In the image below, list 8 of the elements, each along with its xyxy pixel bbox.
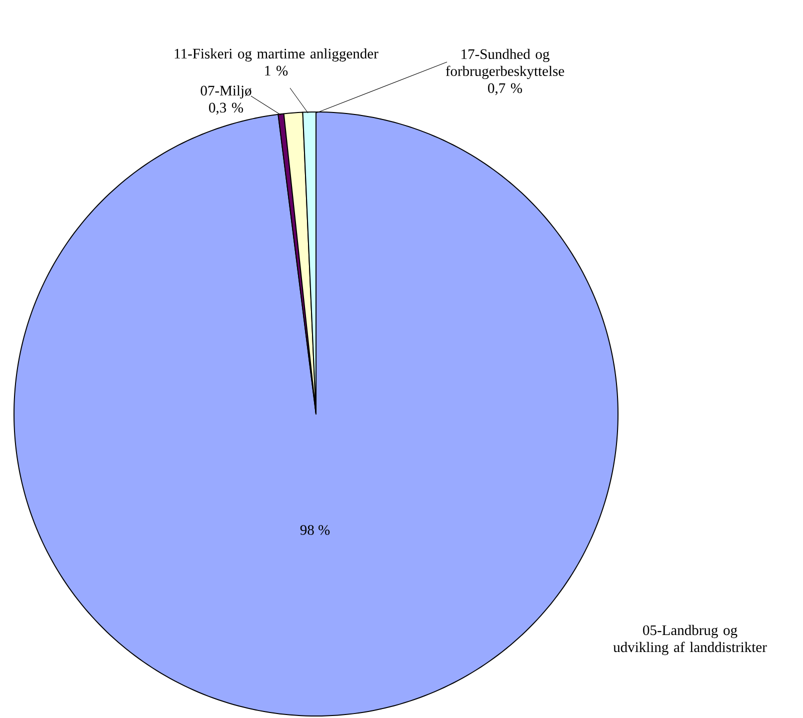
slice-label: 11-Fiskeri og martime anliggender [174,48,378,62]
data-label: 98 % [300,525,330,535]
data-label: 0,3 % [209,102,244,115]
slice-label: 05-Landbrug og udvikling af landdistrikter [613,624,767,656]
slice-label: 17-Sundhed og forbrugerbeskyttelse [446,48,564,80]
data-label: 1 % [265,66,288,76]
slice-label: 07-Miljø [200,85,252,98]
data-label: 0,7 % [488,83,522,96]
